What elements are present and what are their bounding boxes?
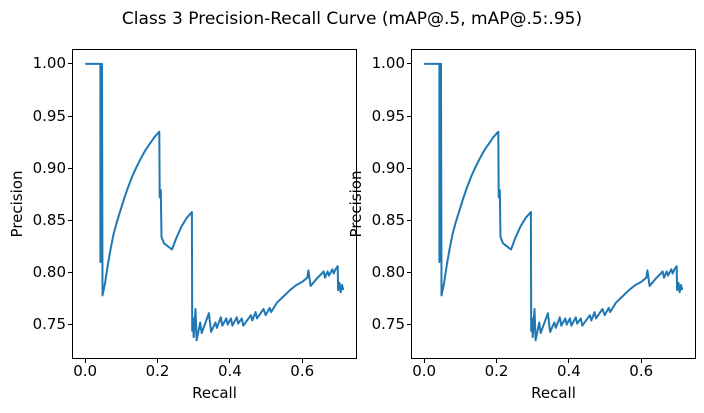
- pr-curve-plot-right: [423, 62, 684, 342]
- y-tick-label: 0.85: [371, 210, 405, 229]
- y-tick-label: 1.00: [371, 54, 405, 73]
- y-tick-label: 0.80: [32, 262, 66, 281]
- y-tick-label: 0.75: [32, 315, 66, 334]
- precision-recall-curve: [84, 62, 345, 342]
- y-tick-label: 0.80: [371, 262, 405, 281]
- y-tick-mark: [68, 219, 72, 221]
- x-tick-label: 0.0: [412, 362, 437, 380]
- x-tick-mark: [229, 359, 231, 363]
- y-tick-mark: [68, 324, 72, 326]
- x-tick-label: 0.6: [629, 362, 654, 380]
- y-tick-mark: [68, 115, 72, 117]
- x-tick-label: 0.2: [484, 362, 509, 380]
- y-tick-mark: [407, 115, 411, 117]
- x-tick-mark: [423, 359, 425, 363]
- x-tick-mark: [157, 359, 159, 363]
- x-tick-mark: [568, 359, 570, 363]
- subplot-left: Precision Recall 0.0 0.2 0.4 0.6 0.75 0.80 0.8…: [8, 49, 357, 402]
- x-tick-mark: [640, 359, 642, 363]
- y-tick-label: 0.95: [371, 106, 405, 125]
- y-tick-label: 0.85: [32, 210, 66, 229]
- x-axis-label: Recall: [531, 384, 576, 402]
- y-tick-label: 1.00: [32, 54, 66, 73]
- x-tick-label: 0.0: [73, 362, 98, 380]
- x-tick-label: 0.6: [290, 362, 315, 380]
- y-tick-label: 0.75: [371, 315, 405, 334]
- y-tick-label: 0.90: [371, 158, 405, 177]
- y-tick-mark: [407, 167, 411, 169]
- x-axis-label: Recall: [192, 384, 237, 402]
- x-tick-mark: [84, 359, 86, 363]
- y-tick-mark: [407, 219, 411, 221]
- y-tick-mark: [407, 271, 411, 273]
- subplot-right: Precision Recall 0.0 0.2 0.4 0.6 0.75 0.80 0.8…: [347, 49, 696, 402]
- precision-recall-curve: [423, 62, 684, 342]
- figure-title: Class 3 Precision-Recall Curve (mAP@.5, …: [121, 9, 583, 29]
- y-tick-mark: [68, 271, 72, 273]
- y-tick-mark: [407, 324, 411, 326]
- x-tick-mark: [301, 359, 303, 363]
- x-tick-label: 0.2: [145, 362, 170, 380]
- x-tick-label: 0.4: [217, 362, 242, 380]
- y-tick-mark: [68, 167, 72, 169]
- pr-curve-plot-left: [84, 62, 345, 342]
- y-tick-mark: [407, 63, 411, 65]
- y-tick-mark: [68, 63, 72, 65]
- x-tick-label: 0.4: [556, 362, 581, 380]
- y-tick-label: 0.90: [32, 158, 66, 177]
- y-tick-label: 0.95: [32, 106, 66, 125]
- x-tick-mark: [496, 359, 498, 363]
